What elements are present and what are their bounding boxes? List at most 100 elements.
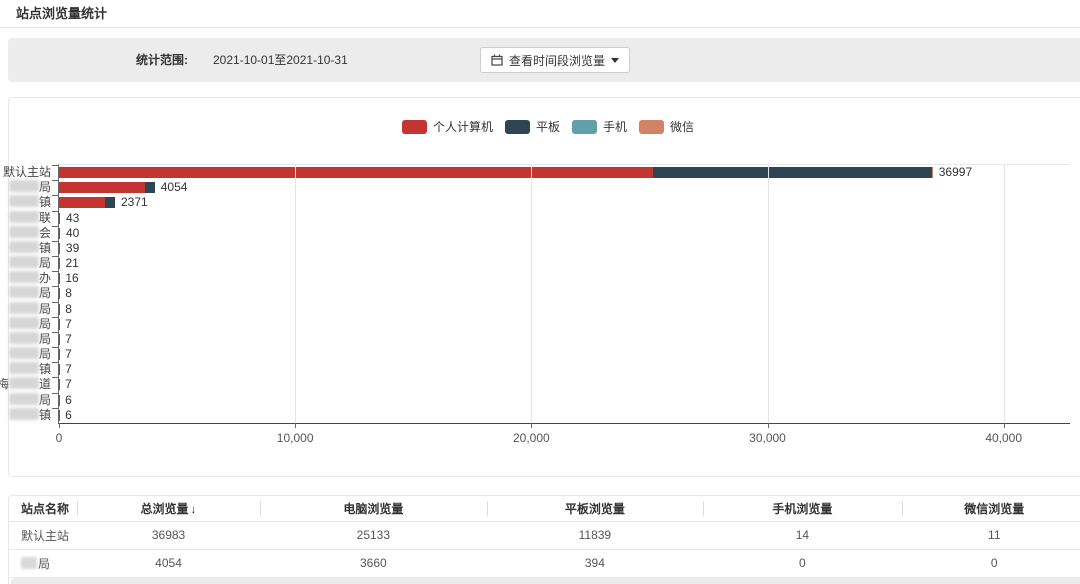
redacted-text-block: [21, 556, 37, 569]
bar-value-label: 6: [65, 392, 72, 407]
bar-value-label: 40: [65, 225, 80, 240]
chart-row: 局 21: [8, 256, 1070, 271]
y-axis-label: 联: [8, 210, 51, 226]
y-axis-label: 局: [8, 301, 51, 317]
x-gridline: [295, 165, 297, 423]
site-views-table: 站点名称 总浏览量 ↓ 电脑浏览量 平板浏览量 手机浏览量 微信浏览量 默认主站 3…: [9, 496, 1080, 578]
header-site-name: 站点名称: [9, 496, 77, 522]
wechat-series-swatch-icon: [639, 119, 665, 134]
calendar-icon: [491, 54, 503, 66]
redacted-text-block: [8, 301, 39, 314]
x-axis-tick: [531, 423, 533, 428]
header-tablet-views[interactable]: 平板浏览量: [486, 496, 704, 522]
bar-segment: [652, 167, 933, 179]
header-total-views-label: 总浏览量: [140, 501, 189, 516]
redacted-text-block: [8, 256, 39, 269]
view-period-views-label: 查看时间段浏览量: [509, 53, 606, 68]
redacted-text-block: [8, 347, 39, 360]
y-axis-label: 镇: [8, 240, 51, 256]
legend-item-wechat[interactable]: 微信: [639, 118, 694, 135]
bar-value-label: 8: [65, 301, 72, 316]
chart-row: 会 40: [8, 225, 1070, 241]
chart-row: 默认主站 36997: [3, 165, 1070, 180]
legend-item-pc[interactable]: 个人计算机: [401, 118, 493, 135]
table-footer-strip: [11, 577, 1080, 584]
header-mobile-views[interactable]: 手机浏览量: [703, 496, 902, 522]
redacted-text-block: [8, 180, 39, 193]
x-axis-tick: [1003, 423, 1005, 428]
redacted-text-block: [8, 377, 39, 390]
chart-row: 镇 2371: [8, 195, 1070, 210]
bar-segment: [145, 182, 155, 194]
y-axis-label: 局: [8, 316, 51, 332]
chart-row: 梅道 7: [0, 377, 1070, 392]
bar-value-label: 8: [65, 286, 72, 301]
header-pc-views[interactable]: 电脑浏览量: [260, 496, 487, 522]
y-axis-label: 局: [8, 392, 51, 408]
redacted-text-block: [8, 316, 39, 329]
chart-row: 联 43: [8, 210, 1070, 226]
bar-value-label: 2371: [120, 195, 148, 210]
header-wechat-views[interactable]: 微信浏览量: [901, 496, 1080, 522]
bar-chart-plot-area: 默认主站 36997 局 4054 镇 2371 联 43 会 40 镇 39 局 21 办 16 局 8 局 8 局 7…: [0, 164, 1070, 445]
table-row: 局 4054 3660 394 0 0: [9, 549, 1080, 578]
mobile-series-swatch-icon: [572, 119, 597, 134]
redacted-text-block: [8, 286, 39, 299]
bar-segment: [59, 227, 60, 239]
legend-label-mobile: 手机: [603, 120, 628, 134]
view-period-views-button[interactable]: 查看时间段浏览量: [480, 47, 631, 73]
bar-value-label: 21: [65, 256, 79, 271]
redacted-text-block: [8, 240, 39, 253]
bar-segment: [59, 167, 653, 179]
range-value: 2021-10-01至2021-10-31: [213, 53, 348, 67]
y-axis-label: 局: [8, 347, 51, 362]
x-axis-label: 20,000: [512, 431, 550, 445]
header-total-views[interactable]: 总浏览量 ↓: [76, 496, 261, 522]
x-axis-tick: [59, 423, 60, 428]
filter-bar: 统计范围: 2021-10-01至2021-10-31 查看时间段浏览量: [8, 38, 1080, 82]
cell-total-views: 4054: [76, 549, 261, 578]
bar-value-label: 43: [66, 210, 80, 225]
tablet-series-swatch-icon: [504, 119, 530, 134]
chart-row: 办 16: [8, 271, 1070, 286]
cell-mobile-views: 14: [703, 521, 902, 550]
redacted-text-block: [8, 271, 39, 284]
x-gridline: [531, 165, 533, 423]
legend-item-tablet[interactable]: 平板: [504, 118, 560, 135]
legend-item-mobile[interactable]: 手机: [572, 118, 627, 135]
y-axis-label: 镇: [8, 362, 51, 377]
redacted-text-block: [8, 331, 39, 344]
legend-label-tablet: 平板: [535, 120, 560, 134]
plot-rows: 默认主站 36997 局 4054 镇 2371 联 43 会 40 镇 39 局 21 办 16 局 8 局 8 局 7…: [0, 165, 1070, 423]
bar-segment: [105, 197, 115, 209]
y-axis-label: 局: [8, 180, 51, 195]
bar-value-label: 4054: [160, 180, 188, 195]
bar-value-label: 7: [65, 331, 72, 346]
cell-total-views: 36983: [76, 521, 261, 550]
bar-segment: [59, 212, 60, 224]
site-views-table-panel: 站点名称 总浏览量 ↓ 电脑浏览量 平板浏览量 手机浏览量 微信浏览量 默认主站 3…: [8, 495, 1080, 584]
legend-label-pc: 个人计算机: [432, 120, 493, 134]
chart-row: 局 4054: [8, 180, 1070, 195]
y-axis-label: 梅道: [0, 377, 51, 392]
bar-value-label: 16: [65, 271, 79, 286]
y-axis-label: 镇: [8, 195, 51, 210]
cell-mobile-views: 0: [703, 549, 902, 578]
bar-value-label: 6: [65, 407, 72, 422]
title-bar: 站点浏览量统计: [0, 0, 1080, 28]
y-axis-label: 局: [8, 256, 51, 271]
redacted-text-block: [8, 392, 39, 405]
table-header-row: 站点名称 总浏览量 ↓ 电脑浏览量 平板浏览量 手机浏览量 微信浏览量: [9, 496, 1080, 522]
redacted-text-block: [8, 362, 39, 375]
x-axis-label: 40,000: [985, 431, 1023, 445]
cell-pc-views: 3660: [260, 549, 487, 578]
redacted-text-block: [8, 195, 39, 208]
y-axis-label: 局: [8, 286, 51, 301]
y-axis-label: 局: [8, 331, 51, 347]
